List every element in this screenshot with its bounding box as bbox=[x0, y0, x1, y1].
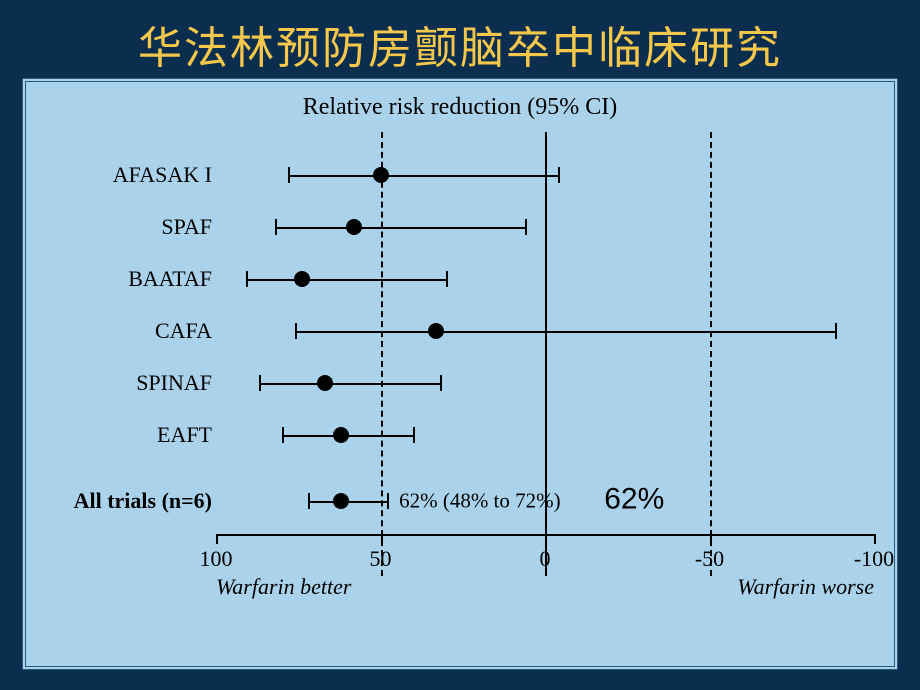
ci-line bbox=[259, 383, 440, 385]
ci-cap-high bbox=[275, 219, 277, 235]
slide-title: 华法林预防房颤脑卒中临床研究 bbox=[0, 0, 920, 76]
ci-cap-high bbox=[246, 271, 248, 287]
study-label: SPAF bbox=[26, 214, 212, 240]
point-estimate-dot bbox=[333, 427, 349, 443]
forest-plot-panel: Relative risk reduction (95% CI) AFASAK … bbox=[22, 78, 898, 670]
axis-caption-right: Warfarin worse bbox=[737, 574, 874, 600]
axis-caption-left: Warfarin better bbox=[216, 574, 351, 600]
x-tick bbox=[216, 534, 218, 544]
study-row: SPAF bbox=[86, 202, 874, 252]
study-row: AFASAK I bbox=[86, 150, 874, 200]
study-label: SPINAF bbox=[26, 370, 212, 396]
ci-cap-low bbox=[440, 375, 442, 391]
ci-cap-high bbox=[259, 375, 261, 391]
point-estimate-dot bbox=[333, 493, 349, 509]
x-tick bbox=[710, 534, 712, 544]
ci-cap-high bbox=[288, 167, 290, 183]
ci-line bbox=[288, 175, 558, 177]
plot-area: AFASAK ISPAFBAATAFCAFASPINAFEAFTAll tria… bbox=[86, 132, 874, 576]
chart-header: Relative risk reduction (95% CI) bbox=[26, 94, 894, 121]
study-row: EAFT bbox=[86, 410, 874, 460]
ci-line bbox=[295, 331, 835, 333]
summary-row: All trials (n=6)62% (48% to 72%)62% bbox=[86, 476, 874, 526]
study-label: EAFT bbox=[26, 422, 212, 448]
overlay-percent: 62% bbox=[604, 482, 664, 516]
x-tick bbox=[874, 534, 876, 544]
study-row: SPINAF bbox=[86, 358, 874, 408]
ci-line bbox=[275, 227, 525, 229]
study-row: BAATAF bbox=[86, 254, 874, 304]
study-label: BAATAF bbox=[26, 266, 212, 292]
summary-label: All trials (n=6) bbox=[26, 488, 212, 514]
x-tick-label: 50 bbox=[370, 546, 392, 572]
slide: 华法林预防房颤脑卒中临床研究 Relative risk reduction (… bbox=[0, 0, 920, 690]
ci-cap-high bbox=[295, 323, 297, 339]
point-estimate-dot bbox=[428, 323, 444, 339]
ci-cap-low bbox=[525, 219, 527, 235]
ci-cap-low bbox=[413, 427, 415, 443]
point-estimate-dot bbox=[317, 375, 333, 391]
study-row: CAFA bbox=[86, 306, 874, 356]
point-estimate-dot bbox=[346, 219, 362, 235]
study-label: AFASAK I bbox=[26, 162, 212, 188]
ci-line bbox=[246, 279, 447, 281]
x-tick-label: 100 bbox=[200, 546, 233, 572]
ci-cap-low bbox=[558, 167, 560, 183]
x-tick bbox=[545, 534, 547, 544]
study-label: CAFA bbox=[26, 318, 212, 344]
x-tick-label: -100 bbox=[854, 546, 894, 572]
ci-cap-low bbox=[835, 323, 837, 339]
ci-cap-high bbox=[308, 493, 310, 509]
x-tick bbox=[381, 534, 383, 544]
x-tick-label: 0 bbox=[540, 546, 551, 572]
point-estimate-dot bbox=[294, 271, 310, 287]
ci-cap-low bbox=[387, 493, 389, 509]
x-tick-label: -50 bbox=[695, 546, 724, 572]
ci-cap-low bbox=[446, 271, 448, 287]
ci-cap-high bbox=[282, 427, 284, 443]
point-estimate-dot bbox=[373, 167, 389, 183]
summary-ci-text: 62% (48% to 72%) bbox=[399, 489, 561, 514]
